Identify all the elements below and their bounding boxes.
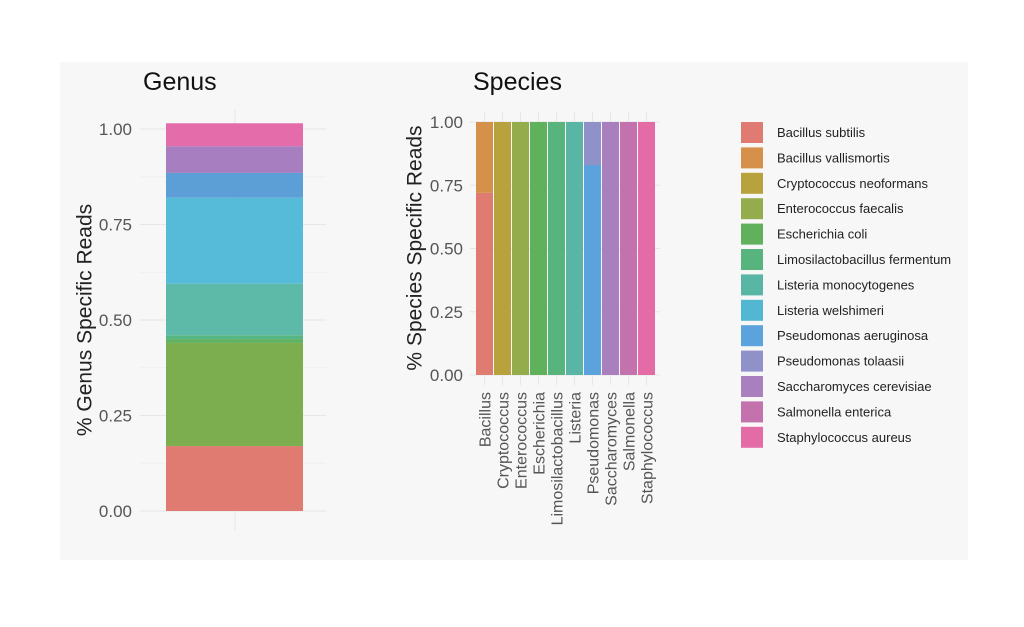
- species-y-axis-title: % Species Specific Reads: [404, 125, 427, 370]
- species-bar-bacillus-bacillus-subtilis: [476, 192, 493, 375]
- species-bar-pseudomonas-pseudomonas-aeruginosa: [584, 165, 601, 375]
- genus-chart: Genus % Genus Specific Reads 0.00 0.25 0.5…: [74, 68, 326, 530]
- genus-y-axis-title: % Genus Specific Reads: [74, 204, 97, 436]
- genus-segment-escherichia: [166, 339, 303, 343]
- legend-label-pseudomonas-aeruginosa: Pseudomonas aeruginosa: [777, 328, 929, 343]
- genus-segment-pseudomonas: [166, 172, 303, 198]
- species-bar-saccharomyces-saccharomyces-cerevisiae: [602, 122, 619, 375]
- species-x-tick-salmonella: Salmonella: [622, 392, 639, 471]
- legend-swatch-pseudomonas-tolaasii: [741, 350, 763, 372]
- legend-label-bacillus-subtilis: Bacillus subtilis: [777, 125, 866, 140]
- legend-swatch-cryptococcus-neoformans: [741, 172, 763, 194]
- legend-label-enterococcus-faecalis: Enterococcus faecalis: [777, 201, 904, 216]
- legend-label-listeria-monocytogenes: Listeria monocytogenes: [777, 277, 915, 292]
- genus-y-tick-label: 0.25: [99, 407, 132, 426]
- genus-segment-limosilactobacillus: [166, 335, 303, 340]
- legend-swatch-bacillus-subtilis: [741, 122, 763, 143]
- legend-swatch-pseudomonas-aeruginosa: [741, 325, 763, 347]
- species-legend: Bacillus subtilis Bacillus vallismortis Cr…: [741, 122, 951, 448]
- legend-label-bacillus-vallismortis: Bacillus vallismortis: [777, 150, 890, 165]
- legend-swatch-listeria-monocytogenes: [741, 274, 763, 296]
- species-x-tick-saccharomyces: Saccharomyces: [604, 392, 621, 506]
- species-bar-limosilactobacillus-limosilactobacillus-fermentum: [548, 122, 565, 375]
- genus-segment-saccharomyces: [166, 146, 303, 173]
- legend-swatch-limosilactobacillus-fermentum: [741, 249, 763, 270]
- genus-segment-bacillus: [166, 446, 303, 511]
- species-y-tick-label: 0.75: [430, 176, 463, 195]
- genus-y-tick-label: 0.75: [99, 216, 132, 235]
- genus-bar: [166, 123, 303, 511]
- legend-swatch-bacillus-vallismortis: [741, 147, 763, 169]
- species-x-tick-escherichia: Escherichia: [532, 392, 549, 475]
- genus-segment-listeria-welshimeri: [166, 197, 303, 284]
- species-bar-cryptococcus-cryptococcus-neoformans: [494, 122, 511, 375]
- species-y-tick-label: 0.00: [430, 366, 463, 385]
- genus-segment-enterococcus: [166, 342, 303, 447]
- species-x-tick-enterococcus: Enterococcus: [514, 392, 531, 489]
- species-x-tick-listeria: Listeria: [568, 392, 585, 444]
- species-x-tick-pseudomonas: Pseudomonas: [586, 392, 603, 494]
- legend-swatch-saccharomyces-cerevisiae: [741, 376, 763, 397]
- legend-label-pseudomonas-tolaasii: Pseudomonas tolaasii: [777, 354, 904, 369]
- legend-label-saccharomyces-cerevisiae: Saccharomyces cerevisiae: [777, 379, 932, 394]
- legend-swatch-escherichia-coli: [741, 223, 763, 245]
- genus-segment-listeria: [166, 283, 303, 336]
- legend-label-limosilactobacillus-fermentum: Limosilactobacillus fermentum: [777, 252, 951, 267]
- genus-y-tick-label: 1.00: [99, 120, 132, 139]
- species-x-tick-limosilactobacillus: Limosilactobacillus: [550, 392, 567, 525]
- legend-label-escherichia-coli: Escherichia coli: [777, 227, 867, 242]
- species-bar-bacillus-bacillus-vallismortis: [476, 122, 493, 193]
- species-title: Species: [473, 68, 562, 96]
- legend-label-staphylococcus-aureus: Staphylococcus aureus: [777, 430, 912, 445]
- species-y-tick-label: 1.00: [430, 113, 463, 132]
- species-y-tick-label: 0.25: [430, 303, 463, 322]
- species-bar-listeria-listeria-monocytogenes: [566, 122, 583, 375]
- genus-y-tick-label: 0.50: [99, 311, 132, 330]
- legend-swatch-enterococcus-faecalis: [741, 198, 763, 220]
- legend-swatch-salmonella-enterica: [741, 401, 763, 423]
- species-y-ticks: 0.00 0.25 0.50 0.75 1.00: [430, 113, 463, 385]
- legend-swatch-listeria-welshimeri: [741, 299, 763, 321]
- species-chart: Species % Species Specific Reads 0.00 0.2…: [404, 68, 660, 525]
- species-bar-pseudomonas-pseudomonas-tolaasii: [584, 122, 601, 166]
- species-bar-escherichia-escherichia-coli: [530, 122, 547, 375]
- legend-label-salmonella-enterica: Salmonella enterica: [777, 404, 892, 419]
- legend-label-listeria-welshimeri: Listeria welshimeri: [777, 303, 884, 318]
- species-y-tick-label: 0.50: [430, 240, 463, 259]
- species-bar-salmonella-salmonella-enterica: [620, 122, 637, 375]
- species-x-tick-cryptococcus: Cryptococcus: [496, 392, 513, 489]
- genus-y-tick-label: 0.00: [99, 502, 132, 521]
- genus-segment-staphylococcus: [166, 123, 303, 147]
- species-bars: [476, 122, 655, 375]
- legend-swatch-staphylococcus-aureus: [741, 426, 763, 448]
- species-x-tick-bacillus: Bacillus: [478, 392, 495, 447]
- legend-label-cryptococcus-neoformans: Cryptococcus neoformans: [777, 176, 929, 191]
- genus-y-ticks: 0.00 0.25 0.50 0.75 1.00: [99, 120, 132, 521]
- species-bar-enterococcus-enterococcus-faecalis: [512, 122, 529, 375]
- species-x-tick-staphylococcus: Staphylococcus: [640, 392, 657, 504]
- species-x-ticks: Bacillus Cryptococcus Enterococcus Escheric…: [478, 392, 657, 525]
- genus-title: Genus: [143, 68, 217, 96]
- species-bar-staphylococcus-staphylococcus-aureus: [638, 122, 655, 375]
